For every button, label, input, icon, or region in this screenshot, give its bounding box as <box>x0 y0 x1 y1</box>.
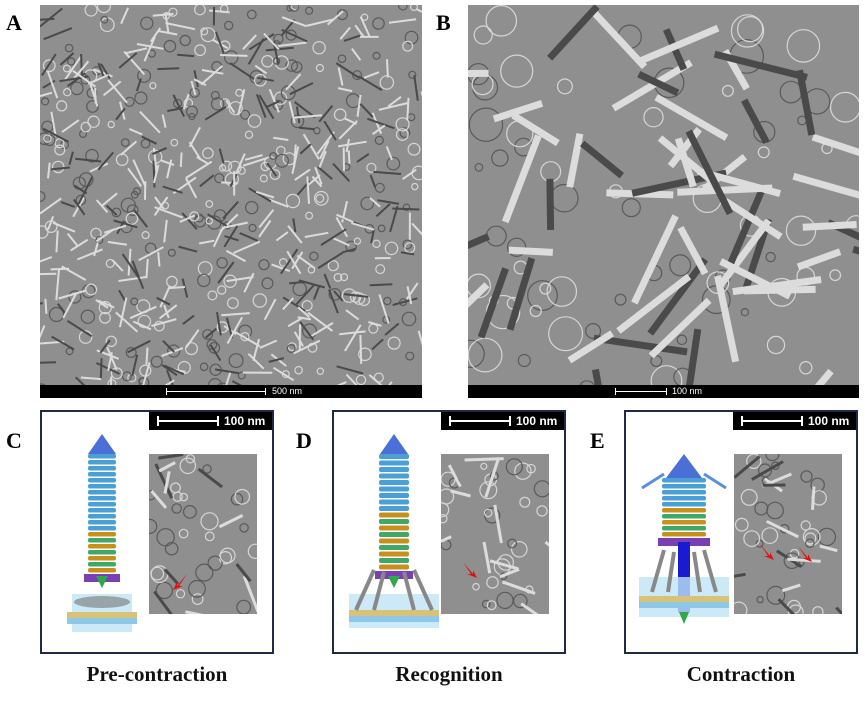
caption-e: Contraction <box>686 662 796 686</box>
scale-bar-b: 100 nm <box>468 385 859 398</box>
red-arrow-icon <box>463 562 477 578</box>
panel-label-b: B <box>436 10 451 35</box>
panel-c: 100 nm <box>40 410 274 654</box>
panel-label-e: E <box>590 428 605 453</box>
micrograph-d-texture <box>441 454 549 614</box>
panel-d-scale-label: 100 nm <box>516 414 558 428</box>
panel-e-scale-label: 100 nm <box>808 414 850 428</box>
caption-c: Pre-contraction <box>86 662 228 686</box>
micrograph-a: 500 nm <box>40 5 422 398</box>
caption-d: Recognition <box>395 662 503 686</box>
panel-d: 100 nm <box>332 410 566 654</box>
panel-c-scale-label: 100 nm <box>224 414 266 428</box>
micrograph-c-texture <box>149 454 257 614</box>
panel-label-d: D <box>296 428 312 453</box>
micrograph-b-texture <box>468 5 859 398</box>
micrograph-a-texture <box>40 5 422 398</box>
panel-label-c: C <box>6 428 22 453</box>
phage-model-contraction <box>639 454 729 624</box>
micrograph-d <box>441 454 549 614</box>
scale-bar-a: 500 nm <box>40 385 422 398</box>
micrograph-e <box>734 454 842 614</box>
scale-bar-b-label: 100 nm <box>672 386 703 396</box>
micrograph-b: 100 nm <box>468 5 859 398</box>
red-arrow-icon <box>173 574 187 590</box>
phage-model-recognition <box>349 434 439 628</box>
red-arrow-icon <box>798 546 812 562</box>
panel-label-a: A <box>6 10 22 35</box>
panel-d-scale-bar: 100 nm <box>441 412 564 430</box>
micrograph-e-texture <box>734 454 842 614</box>
panel-c-scale-bar: 100 nm <box>149 412 272 430</box>
scale-bar-a-label: 500 nm <box>272 386 303 396</box>
micrograph-c <box>149 454 257 614</box>
phage-model-precontraction <box>67 434 137 632</box>
red-arrow-icon <box>760 544 774 560</box>
panel-e-scale-bar: 100 nm <box>733 412 856 430</box>
panel-e: 100 nm <box>624 410 858 654</box>
